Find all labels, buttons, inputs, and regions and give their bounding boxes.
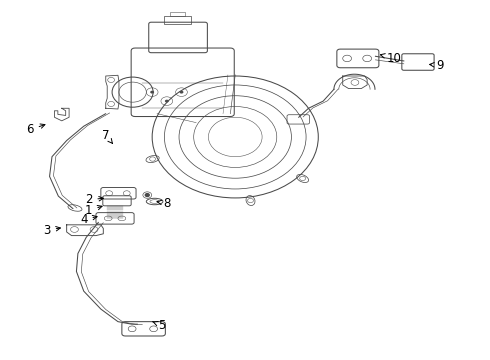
Text: 10: 10 (380, 51, 401, 64)
Bar (164, 16, 191, 24)
Text: 6: 6 (26, 123, 45, 136)
Text: 4: 4 (80, 213, 97, 226)
Circle shape (179, 91, 183, 94)
Circle shape (150, 91, 154, 94)
Text: 5: 5 (153, 319, 166, 332)
Text: 9: 9 (430, 59, 444, 72)
Text: 7: 7 (102, 129, 113, 143)
Circle shape (165, 100, 169, 103)
Text: 3: 3 (44, 224, 60, 237)
Text: 1: 1 (85, 204, 102, 217)
Text: 2: 2 (85, 193, 103, 206)
Text: 8: 8 (157, 197, 171, 210)
Circle shape (146, 194, 149, 197)
Bar (170, 12, 185, 16)
